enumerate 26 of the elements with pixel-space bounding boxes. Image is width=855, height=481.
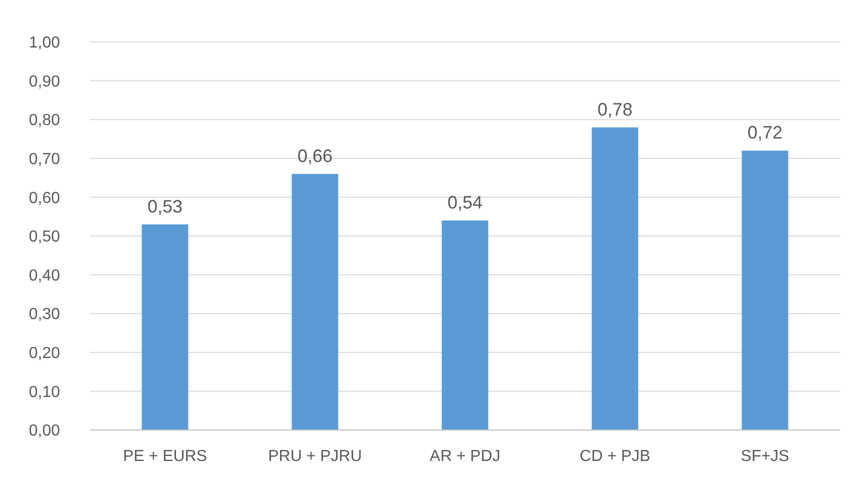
y-tick-label: 0,00 (28, 422, 60, 440)
data-label: 0,54 (447, 192, 483, 212)
y-tick-label: 0,90 (28, 73, 60, 90)
data-label: 0,53 (147, 196, 183, 216)
y-tick-label: 0,70 (28, 151, 60, 168)
x-tick-label: SF+JS (740, 448, 790, 465)
y-tick-label: 0,40 (28, 267, 60, 284)
bar (292, 174, 338, 430)
y-tick-label: 0,60 (28, 190, 60, 207)
bar (742, 150, 788, 430)
bar (442, 220, 488, 430)
y-tick-label: 0,80 (28, 112, 60, 130)
y-tick-label: 0,10 (28, 384, 60, 401)
x-tick-label: PRU + PJRU (268, 448, 362, 465)
x-tick-label: CD + PJB (580, 448, 650, 465)
x-tick-label: AR + PDJ (430, 448, 500, 465)
y-tick-label: 0,30 (28, 306, 60, 324)
bar (592, 127, 638, 430)
y-tick-label: 0,20 (28, 345, 60, 362)
y-tick-label: 1,00 (28, 34, 60, 52)
bar (142, 224, 188, 430)
data-label: 0,78 (597, 99, 633, 120)
data-label: 0,66 (297, 146, 333, 166)
data-label: 0,72 (747, 122, 783, 143)
x-tick-label: PE + EURS (122, 448, 208, 465)
y-tick-label: 0,50 (28, 228, 60, 246)
